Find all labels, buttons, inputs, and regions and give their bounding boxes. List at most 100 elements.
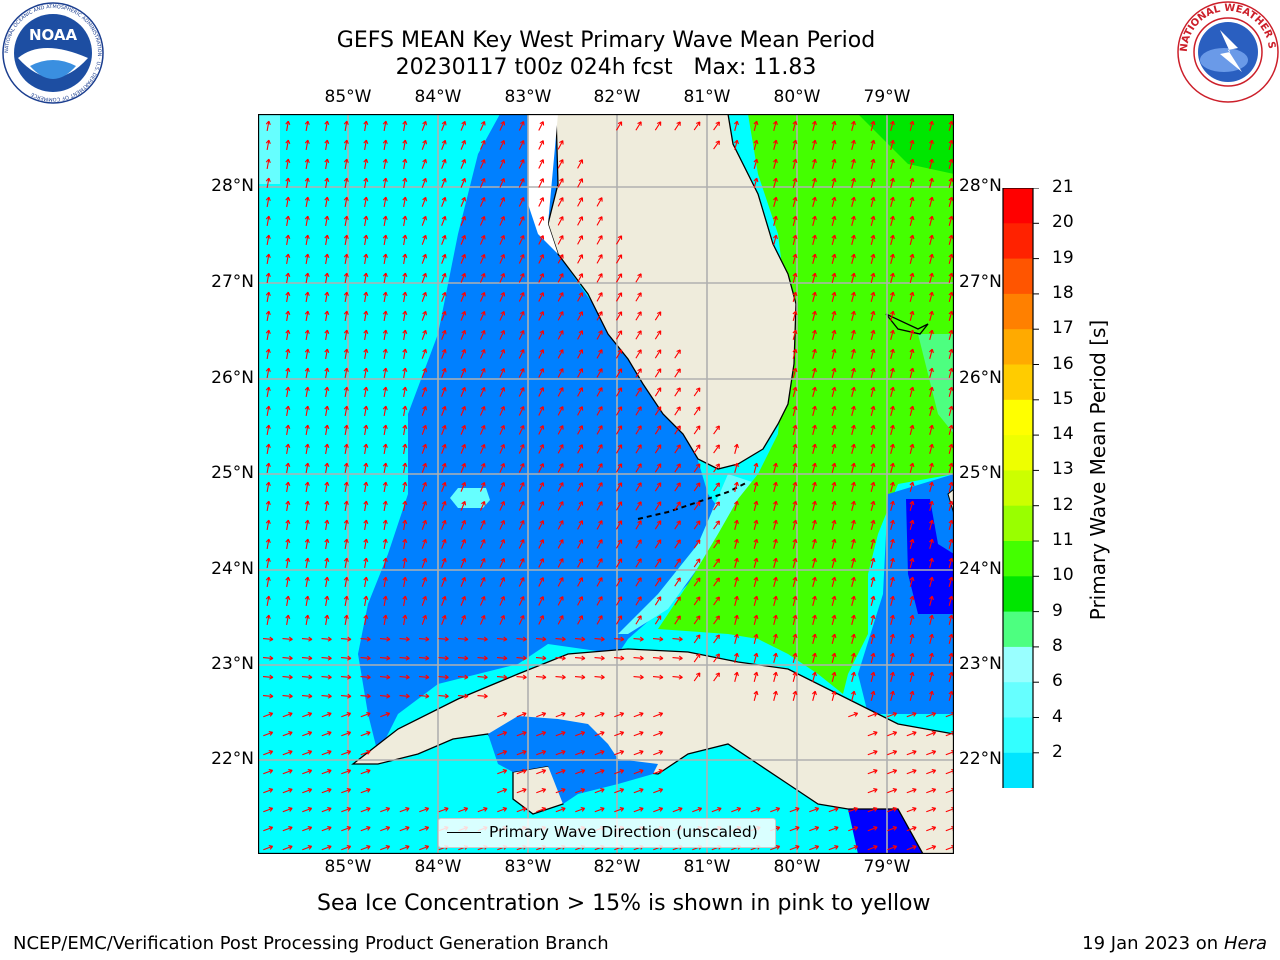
wave-direction-arrow	[421, 424, 428, 435]
wave-direction-arrow	[304, 158, 310, 170]
wave-direction-arrow	[538, 121, 545, 131]
wave-direction-arrow	[343, 367, 349, 379]
wave-direction-arrow	[555, 749, 566, 756]
wave-direction-arrow	[713, 140, 720, 150]
wave-direction-arrow	[441, 253, 447, 264]
coast-fringe-west	[528, 114, 558, 254]
lon-label-top: 79°W	[863, 87, 911, 107]
nws-logo: NATIONAL WEATHER SERVICE	[1176, 0, 1279, 103]
wave-direction-arrow	[906, 711, 917, 718]
wave-direction-arrow	[419, 825, 430, 832]
wave-direction-arrow	[734, 500, 739, 511]
wave-direction-arrow	[285, 538, 291, 550]
wave-direction-arrow	[890, 158, 895, 169]
wave-direction-arrow	[926, 711, 937, 718]
wave-direction-arrow	[499, 330, 506, 340]
wave-direction-arrow	[518, 254, 525, 264]
wave-direction-arrow	[341, 730, 352, 737]
wave-direction-arrow	[890, 348, 895, 359]
wave-direction-arrow	[460, 120, 467, 131]
wave-direction-arrow	[653, 730, 664, 737]
wave-direction-arrow	[870, 576, 876, 587]
wave-direction-arrow	[557, 197, 564, 207]
wave-direction-arrow	[693, 482, 701, 492]
wave-direction-arrow	[518, 520, 525, 530]
wave-direction-arrow	[831, 367, 837, 378]
wave-direction-arrow	[848, 844, 859, 851]
wave-direction-arrow	[340, 674, 352, 680]
wave-direction-arrow	[518, 577, 525, 587]
wave-direction-arrow	[324, 557, 330, 569]
wave-direction-arrow	[538, 577, 545, 587]
lat-label-right: 27°N	[959, 272, 1002, 292]
wave-direction-arrow	[594, 674, 605, 680]
wave-direction-arrow	[812, 120, 817, 131]
wave-direction-arrow	[518, 159, 525, 169]
wave-direction-arrow	[324, 253, 330, 265]
wave-direction-arrow	[851, 576, 856, 587]
wave-direction-arrow	[770, 844, 781, 851]
wave-direction-arrow	[635, 273, 642, 283]
wave-direction-arrow	[909, 253, 915, 264]
colorbar-tick-label: 4	[1052, 706, 1063, 727]
wave-direction-arrow	[831, 196, 837, 207]
wave-direction-arrow	[557, 368, 564, 378]
wave-direction-arrow	[399, 636, 410, 642]
wave-direction-arrow	[792, 538, 798, 549]
wave-direction-arrow	[594, 749, 605, 756]
wave-direction-arrow	[792, 386, 798, 397]
wave-direction-arrow	[792, 690, 798, 701]
wave-direction-arrow	[363, 557, 369, 569]
wave-direction-arrow	[557, 425, 564, 435]
wave-direction-arrow	[614, 711, 625, 718]
wave-direction-arrow	[693, 615, 701, 625]
wave-direction-arrow	[304, 367, 310, 379]
wave-direction-arrow	[497, 730, 508, 737]
wave-direction-arrow	[380, 711, 391, 718]
wave-direction-arrow	[734, 595, 739, 606]
colorbar-tick-label: 13	[1052, 459, 1074, 480]
wave-direction-arrow	[948, 557, 954, 568]
wave-direction-arrow	[479, 310, 486, 321]
wave-direction-arrow	[674, 406, 681, 416]
wave-direction-arrow	[574, 636, 586, 642]
wave-direction-arrow	[890, 671, 895, 682]
wave-direction-arrow	[324, 595, 330, 607]
wave-direction-arrow	[906, 768, 917, 775]
wave-direction-arrow	[773, 120, 778, 131]
wave-direction-arrow	[909, 310, 915, 321]
wave-direction-arrow	[441, 481, 447, 492]
wave-direction-arrow	[890, 690, 895, 701]
wave-direction-arrow	[382, 348, 388, 360]
wave-direction-arrow	[575, 730, 586, 737]
wave-direction-arrow	[518, 273, 525, 283]
wave-direction-arrow	[831, 481, 837, 492]
wave-direction-arrow	[518, 425, 525, 435]
wave-direction-arrow	[324, 215, 330, 227]
wave-direction-arrow	[613, 636, 625, 642]
wave-direction-arrow	[516, 768, 527, 775]
wave-direction-arrow	[538, 349, 545, 359]
wave-direction-arrow	[926, 844, 937, 851]
wave-direction-arrow	[596, 387, 603, 397]
wave-direction-arrow	[773, 500, 778, 511]
wave-direction-arrow	[812, 253, 817, 264]
wave-direction-arrow	[538, 406, 545, 416]
wave-direction-arrow	[577, 349, 584, 359]
map-legend: Primary Wave Direction (unscaled)	[438, 818, 776, 848]
wave-direction-arrow	[479, 595, 486, 606]
wave-direction-arrow	[421, 386, 428, 397]
wave-direction-arrow	[693, 406, 701, 416]
wave-direction-arrow	[499, 254, 506, 264]
wave-direction-arrow	[265, 519, 271, 531]
wave-direction-arrow	[615, 368, 623, 378]
light-cyan-patch	[258, 114, 280, 184]
wave-direction-arrow	[263, 768, 274, 775]
wave-direction-arrow	[557, 178, 564, 188]
wave-direction-arrow	[596, 368, 603, 378]
colorbar-segment	[1003, 576, 1033, 613]
wave-direction-arrow	[535, 655, 547, 661]
wave-direction-arrow	[302, 844, 313, 851]
wave-direction-arrow	[402, 348, 408, 360]
lon-label-bottom: 81°W	[683, 857, 731, 877]
